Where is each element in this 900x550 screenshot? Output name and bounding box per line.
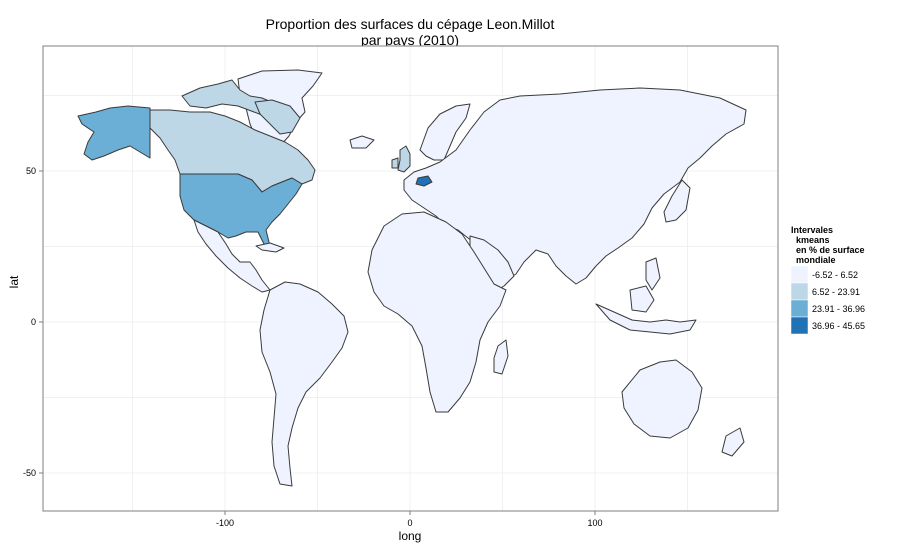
y-axis: -50 0 50: [23, 166, 43, 478]
y-axis-title: lat: [7, 275, 21, 288]
legend-key-2: [790, 282, 809, 301]
scandinavia-shape: [419, 103, 471, 161]
new-zealand-shape: [721, 427, 745, 457]
madagascar-shape: [493, 339, 509, 375]
legend-key-1: [790, 265, 809, 284]
legend-label-2: 6.52 - 23.91: [812, 287, 860, 297]
canada-shape: [149, 109, 316, 193]
map-panel: [42, 45, 779, 512]
borneo-shape: [629, 285, 655, 313]
iceland-shape: [349, 135, 375, 149]
south-america-shape: [259, 281, 349, 487]
ireland-shape: [391, 157, 399, 169]
philippines-shape: [645, 257, 661, 291]
legend-title-line-4: mondiale: [796, 255, 836, 265]
uk-shape: [397, 145, 411, 173]
map-title-line-2: par pays (2010): [361, 32, 459, 48]
mexico-central-america-shape: [193, 219, 271, 293]
switzerland-shape: [415, 175, 433, 187]
baffin-island-shape: [254, 99, 301, 135]
cuba-shape: [255, 242, 285, 253]
x-tick-label: 0: [407, 518, 412, 528]
alaska-shape: [77, 105, 151, 161]
land-layer: [77, 69, 747, 487]
legend-key-4: [790, 316, 809, 335]
indonesia-shape: [595, 303, 697, 335]
y-tick-label: 0: [31, 317, 36, 327]
map-title-line-1: Proportion des surfaces du cépage Leon.M…: [266, 16, 555, 32]
y-tick-label: -50: [23, 468, 36, 478]
africa-shape: [367, 211, 507, 413]
x-axis: -100 0 100: [216, 511, 603, 528]
japan-shape: [663, 179, 691, 223]
legend-label-1: -6.52 - 6.52: [812, 270, 858, 280]
australia-shape: [621, 359, 703, 439]
x-tick-label: 100: [587, 518, 602, 528]
x-tick-label: -100: [216, 518, 234, 528]
legend: Intervales kmeans en % de surface mondia…: [790, 225, 865, 335]
y-tick-label: 50: [26, 166, 36, 176]
legend-title-line-3: en % de surface: [796, 245, 865, 255]
legend-label-3: 23.91 - 36.96: [812, 304, 865, 314]
legend-title-line-2: kmeans: [796, 235, 830, 245]
legend-key-3: [790, 299, 809, 318]
x-axis-title: long: [399, 529, 422, 543]
legend-title-line-1: Intervales: [791, 225, 833, 235]
legend-label-4: 36.96 - 45.65: [812, 321, 865, 331]
